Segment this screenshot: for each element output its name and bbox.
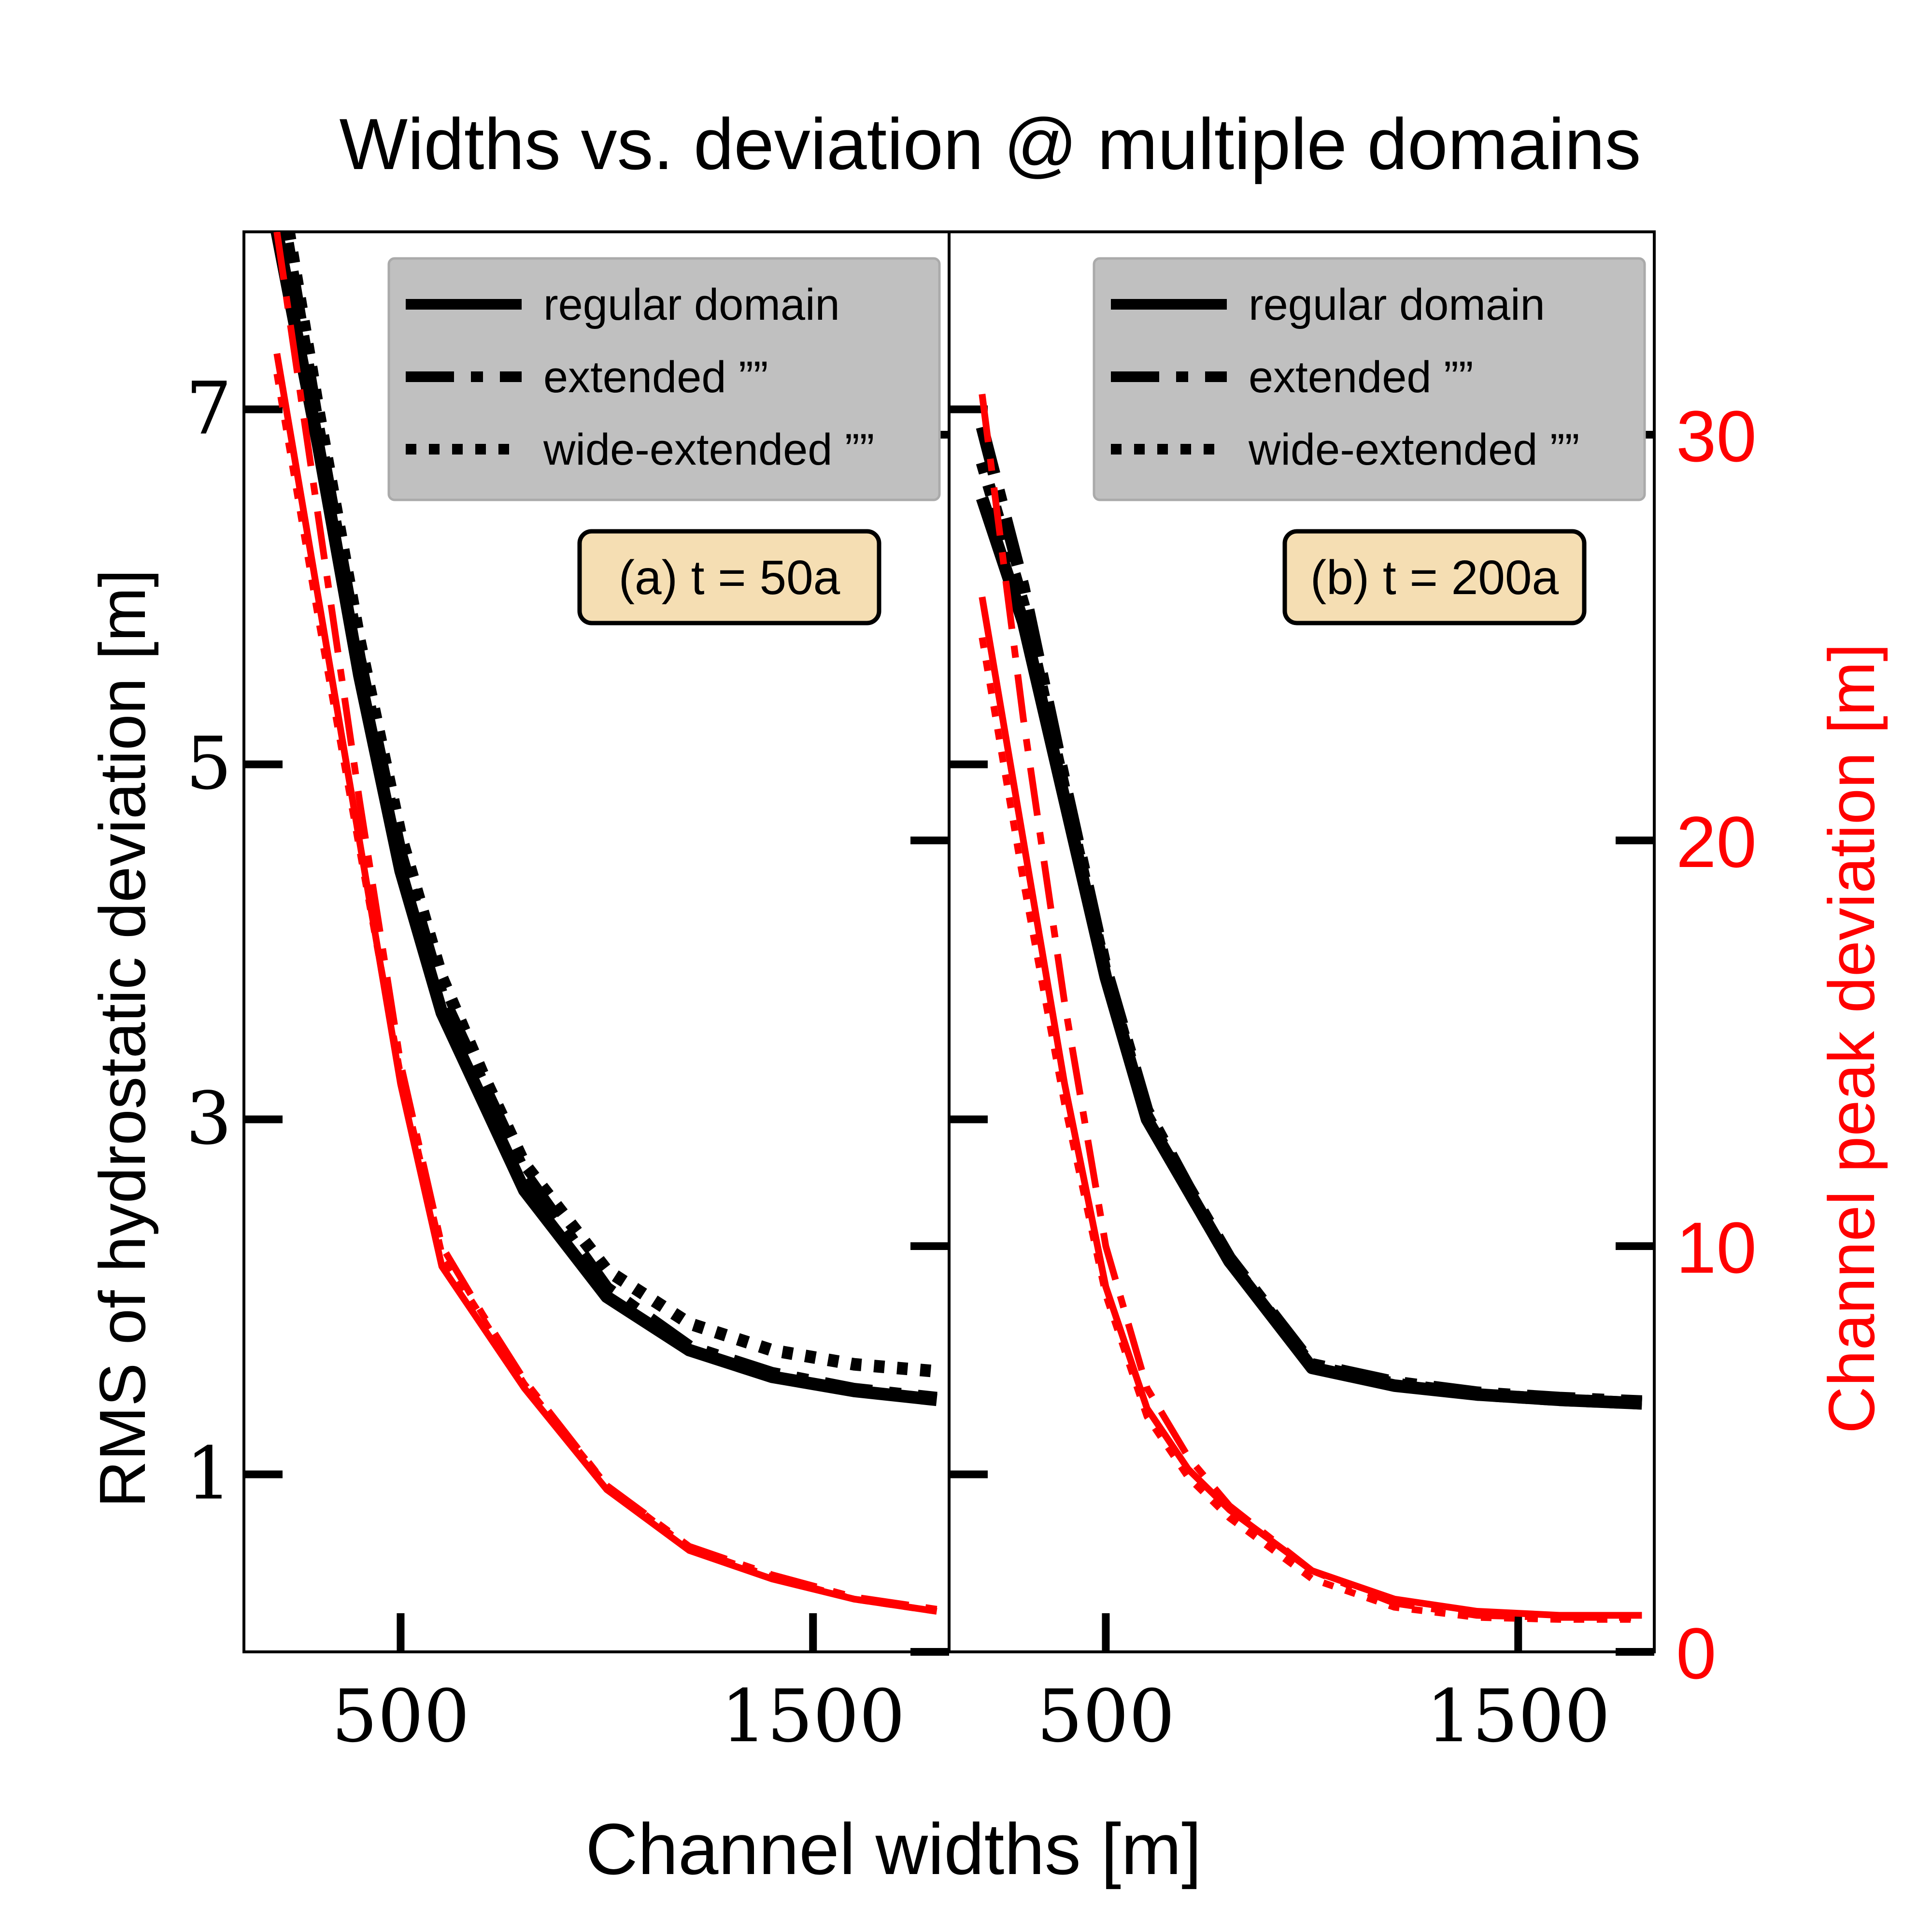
legend: regular domain extended ”” wide-extended ”… (1093, 257, 1646, 501)
x-axis-label: Channel widths [m] (585, 1808, 1202, 1889)
legend-entry-label: extended ”” (543, 353, 768, 402)
x-tick-label: 1500 (1426, 1675, 1610, 1759)
legend-box (387, 257, 941, 501)
legend-entry-label: wide-extended ”” (543, 425, 874, 474)
panel-a: 500 1500 1 3 5 7 regular domain extended ”” wide… (186, 230, 951, 1759)
panel-label: (b) t = 200a (1282, 529, 1587, 625)
y-right-tick-label: 30 (1676, 396, 1757, 477)
y-left-tick-label: 5 (186, 722, 232, 806)
series-line-right-solid (979, 596, 1642, 1619)
panels-layer: 500 1500 1 3 5 7 regular domain extended ”” wide… (186, 230, 1757, 1759)
x-tick-label: 1500 (721, 1675, 905, 1759)
y-axis-right-label: Channel peak deviation [m] (1815, 643, 1888, 1434)
legend: regular domain extended ”” wide-extended ”… (387, 257, 941, 501)
y-left-tick-label: 7 (186, 367, 232, 451)
panel-label-box (577, 529, 881, 625)
series-line-left-dotted (282, 232, 938, 1378)
panel-label: (a) t = 50a (577, 529, 881, 625)
panel-label-text: (b) t = 200a (1310, 551, 1559, 605)
panel-label-text: (a) t = 50a (619, 551, 840, 605)
plot-frame (948, 230, 1656, 1653)
y-right-tick-label: 20 (1676, 801, 1757, 882)
y-axis-left-label: RMS of hydrostatic deviation [m] (86, 569, 159, 1507)
series-line-left-solid (270, 232, 938, 1406)
legend-entry-label: extended ”” (1249, 353, 1473, 402)
y-right-tick-label: 10 (1676, 1207, 1757, 1288)
series-line-right-dotted (979, 637, 1642, 1623)
series-group (270, 232, 938, 1615)
y-left-tick-label: 1 (186, 1432, 232, 1516)
x-tick-label: 500 (1037, 1675, 1175, 1759)
y-right-tick-label: 0 (1676, 1613, 1716, 1694)
legend-box (1093, 257, 1646, 501)
legend-entry-label: wide-extended ”” (1248, 425, 1579, 474)
chart-title: Widths vs. deviation @ multiple domains (339, 103, 1641, 185)
panel-b: 500 1500 0 10 20 30 regular domain extended ”” w… (948, 230, 1757, 1759)
legend-entry-label: regular domain (1249, 280, 1545, 329)
series-group (976, 394, 1642, 1623)
x-tick-label: 500 (331, 1675, 469, 1759)
panel-label-box (1282, 529, 1587, 625)
series-line-right-dashdot (273, 232, 938, 1613)
series-line-right-solid (273, 353, 938, 1615)
series-line-right-dotted (273, 373, 938, 1615)
y-left-tick-label: 3 (186, 1077, 232, 1161)
legend-entry-label: regular domain (543, 280, 840, 329)
series-line-left-dotted (976, 461, 1642, 1410)
